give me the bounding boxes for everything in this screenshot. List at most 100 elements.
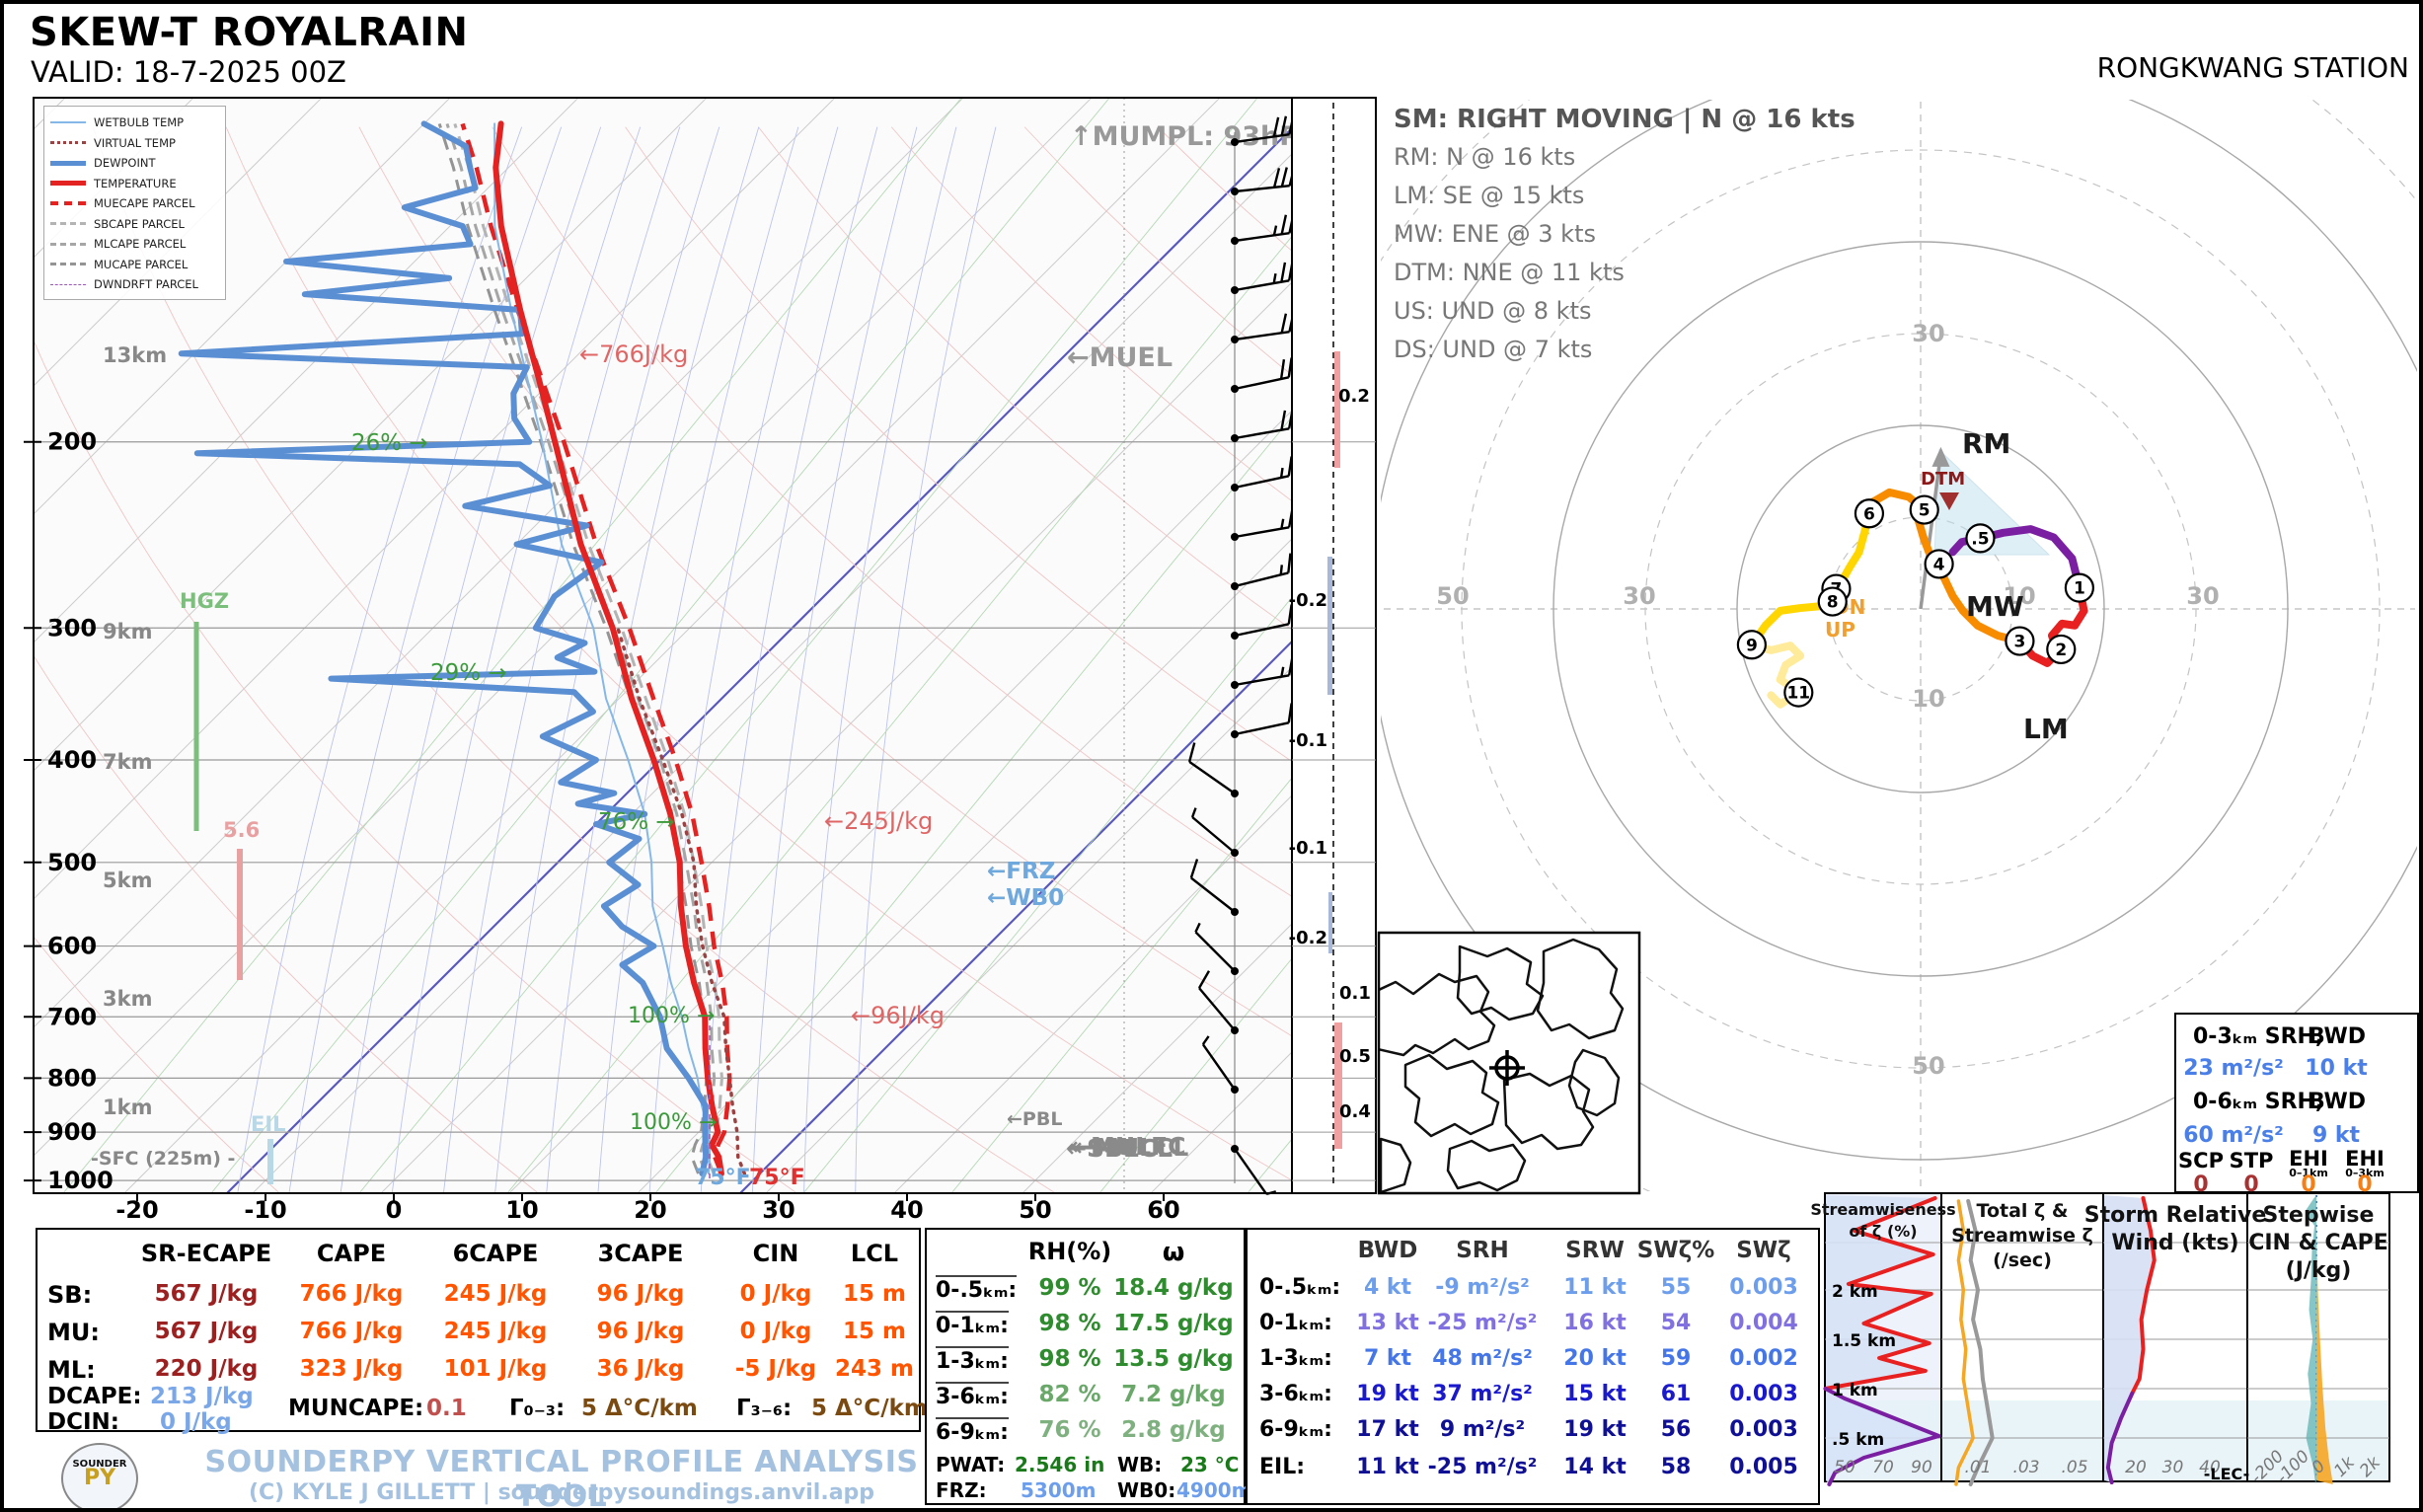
stats-value: 0 J/kg [739,1281,812,1307]
stats-value: 36 J/kg [596,1356,685,1382]
legend-item: TEMPERATURE [50,174,219,194]
legend-line-sample [50,222,86,226]
panel-tick: 40 [2199,1458,2221,1477]
gamma03-value: 5 Δ°C/km [581,1396,698,1421]
height-label: 9km [103,620,152,643]
frz-label: FRZ: [936,1478,987,1502]
stats-value: 96 J/kg [596,1319,685,1344]
sw-pct-value: 55 [1660,1275,1692,1300]
swz-value: 0.002 [1729,1346,1798,1371]
legend-item-label: DEWPOINT [94,156,156,171]
srw-value: 19 kt [1563,1417,1627,1442]
legend-item: MLCAPE PARCEL [50,234,219,255]
srw-value: 20 kt [1563,1346,1627,1371]
sw-pct-value: 59 [1660,1346,1692,1371]
logo-text-top: SOUNDER [72,1459,127,1470]
skewt-annotation: 5.6 [223,818,260,842]
srh-value: -25 m²/s² [1427,1311,1538,1335]
shear-col-header: SRH [1456,1238,1509,1263]
skewt-annotation: 100% → [628,1004,715,1028]
stats-value: 245 J/kg [443,1319,548,1344]
legend-item: SBCAPE PARCEL [50,214,219,235]
wb0-label: WB0: [1117,1478,1176,1502]
wb-value: 23 °C [1180,1453,1240,1476]
stats-value: 243 m [835,1356,914,1382]
sw-pct-value: 56 [1660,1417,1692,1442]
stats-value: 766 J/kg [299,1319,404,1344]
rh-header: RH(%) [1027,1238,1112,1265]
storm-motion-line: RM: N @ 16 kts [1394,143,1576,171]
stats-value: 0 J/kg [739,1319,812,1344]
stats-value: 245 J/kg [443,1281,548,1307]
stp-label: STP [2229,1149,2274,1172]
hodo-height-marker: 5 [1919,501,1931,521]
panel-title-line: Streamwise ζ [1951,1225,2093,1247]
skewt-grid [34,98,1292,1193]
srh3-value: 23 m²/s² [2183,1056,2284,1081]
bwd-value: 4 kt [1363,1275,1412,1300]
legend-item: DEWPOINT [50,153,219,174]
panel-tick: .01 [1964,1458,1991,1477]
bwd6-label: BWD [2308,1090,2367,1114]
legend-item-label: VIRTUAL TEMP [94,135,176,150]
station-label: RONGKWANG STATION [2096,51,2409,84]
legend-line-sample [50,242,86,246]
stats-col-header: SR-ECAPE [140,1240,272,1267]
hodo-point-label: MW [1966,590,2024,623]
sw-pct-value: 58 [1660,1455,1692,1479]
pressure-tick-label: 700 [47,1003,97,1030]
omega-label: -0.1 [1289,838,1327,859]
muncape-label: MUNCAPE: [288,1396,424,1421]
frz-value: 5300m [1021,1478,1097,1502]
sw-pct-value: 61 [1660,1382,1692,1406]
swz-value: 0.005 [1729,1455,1798,1479]
sounderpy-logo: SOUNDER PY [61,1443,138,1508]
skewt-annotation: ←PBL [1007,1108,1062,1130]
skewt-annotation: ←96J/kg [851,1002,945,1029]
stats-value: 96 J/kg [596,1281,685,1307]
stats-col-header: 6CAPE [452,1240,539,1267]
shear-row-label: 1-3ₖₘ: [1259,1346,1332,1371]
stats-row-label: MU: [47,1319,100,1346]
pressure-tick-label: 300 [47,614,97,642]
temp-tick-label: 0 [386,1196,403,1224]
pressure-tick-label: 900 [47,1118,97,1146]
bwd-value: 17 kt [1356,1417,1419,1442]
skewt-annotation: ←FRZ [987,859,1055,884]
pressure-tick-label: 400 [47,746,97,774]
mixing-ratio-value: 18.4 g/kg [1113,1275,1234,1301]
skewt-annotation: -SFC (225m) - [91,1148,235,1170]
temp-tick-label: 10 [505,1196,538,1224]
temp-tick-label: 20 [634,1196,666,1224]
temp-tick-label: 50 [1019,1196,1051,1224]
muncape-value: 0.1 [426,1396,467,1421]
stats-value: 323 J/kg [299,1356,404,1382]
stats-row-label: ML: [47,1356,96,1384]
shear-col-header: BWD [1357,1238,1418,1263]
stats-value: 567 J/kg [154,1281,259,1307]
rh-row-label: 0-1ₖₘ: [936,1311,1009,1338]
legend-item: DWNDRFT PARCEL [50,274,219,295]
legend-item-label: WETBULB TEMP [94,115,185,130]
ring-label: 10 [1912,685,1944,713]
height-label: 1km [103,1096,152,1119]
rh-row-label: 3-6ₖₘ: [936,1382,1009,1409]
ehi1-value: 0 [2301,1172,2316,1197]
mixing-ratio-value: 13.5 g/kg [1113,1346,1234,1372]
panel-title-line: (/sec) [1993,1249,2052,1271]
hodo-height-marker: 3 [2014,633,2026,652]
srw-value: 15 kt [1563,1382,1627,1406]
skewt-annotation: ←MULFC [1070,1132,1185,1161]
hodo-height-marker: 6 [1863,504,1875,524]
legend-item: MUECAPE PARCEL [50,193,219,214]
shear-row-label: 0-.5ₖₘ: [1259,1275,1341,1300]
stats-value: 567 J/kg [154,1319,259,1344]
pressure-tick-label: 500 [47,849,97,876]
skewt-annotation: ←766J/kg [579,340,688,368]
height-label: 13km [103,343,167,367]
rh-row-label: 6-9ₖₘ: [936,1417,1009,1445]
panel-tick: 90 [1911,1458,1932,1477]
shear-row-label: 3-6ₖₘ: [1259,1382,1332,1406]
